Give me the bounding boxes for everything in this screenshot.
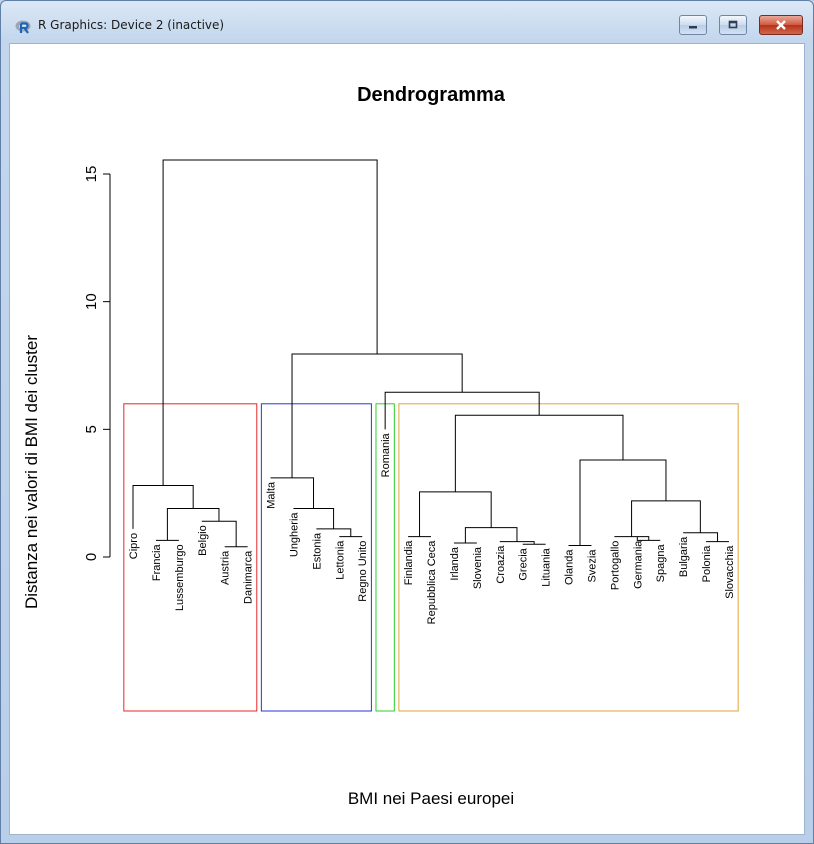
dendrogram-branches [132,159,729,548]
leaf-label: Lituania [541,547,553,586]
leaf-label: Danimarca [243,550,255,604]
leaf-label: Malta [266,481,278,509]
leaf-label: Lussemburgo [174,544,186,611]
leaf-label: Estonia [311,532,323,570]
plot-area: Dendrogramma BMI nei Paesi europei Dista… [9,43,805,835]
cluster-box [260,403,372,712]
dendrogram-branch [270,477,315,509]
leaf-label: Croazia [495,545,507,584]
leaf-label: Regno Unito [357,541,369,602]
leaf-label: Lettonia [334,540,346,580]
minimize-button[interactable] [679,15,707,35]
leaf-label: Francia [151,544,163,582]
leaf-label: Irlanda [449,546,461,581]
cluster-box [398,403,739,712]
dendrogram-branch [293,507,335,529]
dendrogram-branch [162,159,378,486]
leaf-label: Grecia [518,547,530,580]
leaf-label: Finlandia [403,540,415,586]
maximize-button[interactable] [719,15,747,35]
dendrogram-branch [384,391,540,430]
dendrogram-branch [291,353,463,478]
leaf-label: Slovacchia [724,545,736,599]
y-axis: 0 5 10 15 [83,166,111,561]
dendrogram-plot: Dendrogramma BMI nei Paesi europei Dista… [22,84,739,808]
leaf-label: Polonia [701,545,713,583]
r-logo-icon [15,20,31,34]
minimize-icon [689,26,697,29]
chart-title: Dendrogramma [357,84,506,106]
leaf-label: Ungheria [288,512,300,558]
dendrogram-branch [464,527,518,543]
leaf-label: Olanda [564,549,576,585]
dendrogram-branch [201,520,237,547]
dendrogram-branch [499,541,535,545]
dendrogram-branch [419,491,492,537]
leaf-labels: Cipro Francia Lussemburgo Belgio Austria Dani… [128,432,736,624]
x-axis-label: BMI nei Paesi europei [348,789,514,808]
dendrogram-branch [316,528,352,537]
dendrogram-branch [631,500,701,537]
dendrogram-branch [579,459,667,546]
dendrogram-branch [166,507,220,541]
leaf-label: Germania [632,540,644,589]
y-tick-label: 10 [83,293,100,310]
dendrogram-branch [614,536,650,541]
close-button[interactable] [759,15,803,35]
leaf-label: Slovenia [472,546,484,589]
leaf-label: Portogallo [609,541,621,591]
dendrogram-branch [454,414,624,492]
leaf-label: Svezia [586,549,598,583]
close-icon [776,20,786,30]
y-axis-label: Distanza nei valori di BMI dei cluster [22,335,41,609]
y-tick-label: 15 [83,166,100,183]
dendrogram-branch [683,532,719,542]
maximize-icon [728,20,738,29]
leaf-label: Bulgaria [678,536,690,577]
dendrogram-branch [132,485,194,529]
leaf-label: Cipro [128,533,140,559]
leaf-label: Repubblica Ceca [426,540,438,625]
window-title: R Graphics: Device 2 (inactive) [38,18,225,32]
title-bar[interactable]: R Graphics: Device 2 (inactive) [1,1,813,43]
y-tick-label: 5 [83,425,100,433]
leaf-label: Austria [220,550,232,585]
y-tick-label: 0 [83,553,100,561]
cluster-box [123,403,258,712]
dendrogram-branch [636,536,661,541]
leaf-label: Belgio [197,525,209,556]
leaf-label: Romania [380,432,392,477]
leaf-label: Spagna [655,544,667,583]
